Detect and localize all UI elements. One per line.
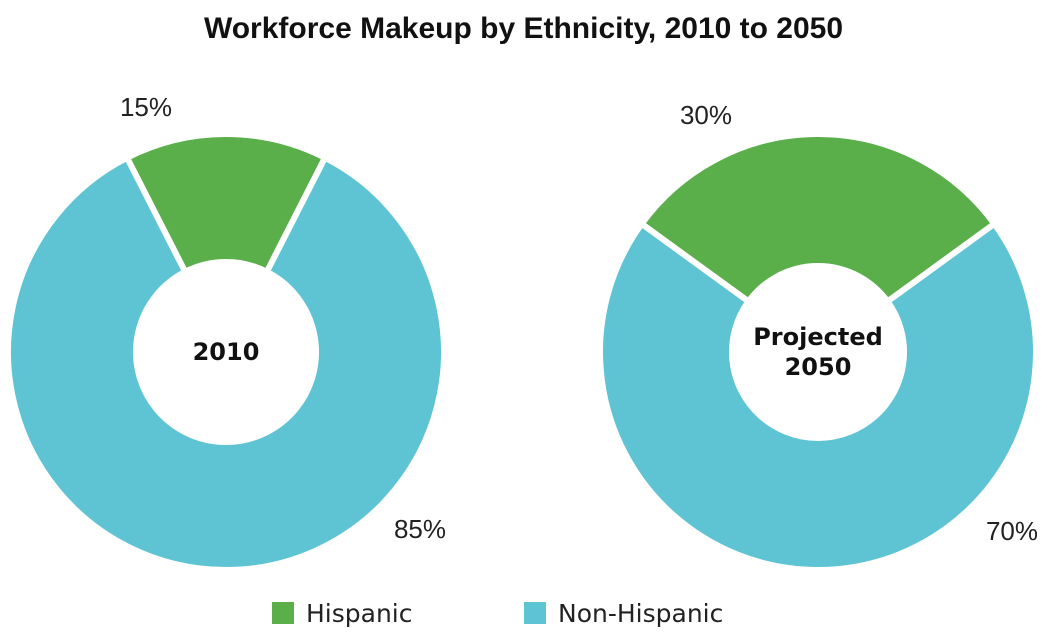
donut-chart-1 <box>597 131 1039 573</box>
donut-chart-0 <box>5 131 447 573</box>
legend-item-hispanic: Hispanic <box>272 598 413 628</box>
slice-non-hispanic-1 <box>597 219 1039 573</box>
chart-title: Workforce Makeup by Ethnicity, 2010 to 2… <box>203 12 844 45</box>
slice-hispanic-1 <box>637 131 999 306</box>
center-label-0-0: 2010 <box>193 338 260 366</box>
legend-swatch-non-hispanic <box>524 602 546 624</box>
legend-item-non-hispanic: Non-Hispanic <box>524 598 723 628</box>
legend-swatch-hispanic <box>272 602 294 624</box>
data-label-non-hispanic-1: 70% <box>986 516 1038 546</box>
slice-non-hispanic-0 <box>5 153 447 573</box>
center-label-1-1: 2050 <box>785 353 852 381</box>
legend-label-non-hispanic: Non-Hispanic <box>558 598 724 628</box>
center-label-1-0: Projected <box>753 323 883 351</box>
slice-hispanic-0 <box>122 131 330 276</box>
data-label-hispanic-0: 15% <box>120 92 172 122</box>
data-label-hispanic-1: 30% <box>680 100 732 130</box>
legend-label-hispanic: Hispanic <box>306 598 413 628</box>
data-label-non-hispanic-0: 85% <box>394 514 446 544</box>
